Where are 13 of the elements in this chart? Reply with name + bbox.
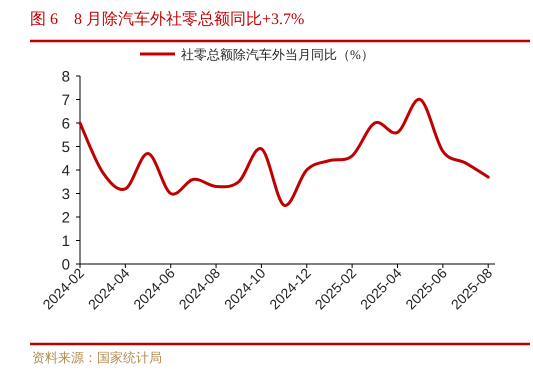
text: 资料来源：国家统计局 — [32, 350, 162, 365]
y-tick-label: 4 — [62, 162, 70, 180]
y-tick-label: 5 — [62, 139, 70, 156]
y-tick-label: 7 — [62, 92, 70, 109]
y-tick-label: 1 — [62, 233, 70, 250]
y-tick-label: 2 — [62, 210, 70, 226]
legend: 社零总额除汽车外当月同比（%） — [140, 47, 374, 62]
y-tick-label: 8 — [62, 68, 70, 86]
y-tick-label: 3 — [62, 186, 70, 203]
chart-title: 图 6 8 月除汽车外社零总额同比+3.7% — [30, 10, 304, 28]
y-tick-label: 0 — [62, 256, 70, 274]
y-tick-label: 6 — [62, 116, 70, 132]
legend-label: 社零总额除汽车外当月同比（%） — [181, 47, 374, 62]
